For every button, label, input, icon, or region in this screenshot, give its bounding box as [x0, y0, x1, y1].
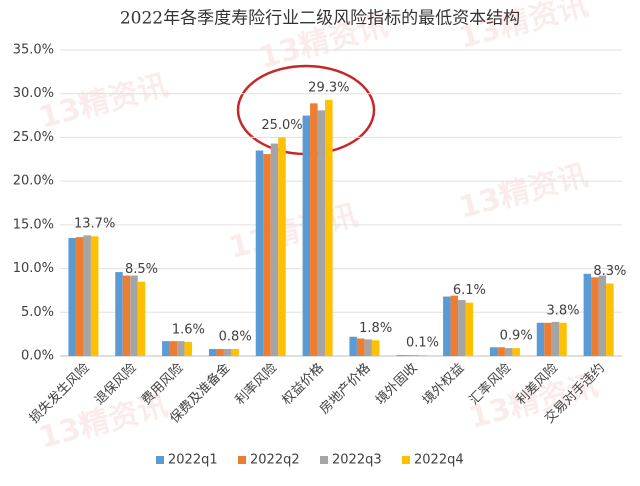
- bar: [591, 277, 599, 356]
- x-tick-label: 境外固收: [373, 361, 420, 408]
- data-label: 0.8%: [219, 330, 252, 345]
- legend-label: 2022q4: [414, 453, 464, 468]
- bar: [450, 295, 459, 356]
- data-label: 1.8%: [359, 321, 392, 336]
- bar: [83, 235, 91, 356]
- y-tick-label: 5.0%: [21, 305, 54, 320]
- legend-label: 2022q2: [250, 453, 300, 468]
- x-tick-label: 利率风险: [232, 360, 280, 408]
- bar: [559, 322, 567, 356]
- bar: [583, 273, 592, 356]
- bar: [177, 341, 185, 356]
- bar: [263, 154, 271, 356]
- data-label: 8.3%: [593, 264, 626, 279]
- data-label: 25.0%: [261, 118, 302, 133]
- y-tick-label: 20.0%: [13, 174, 54, 189]
- y-tick-label: 35.0%: [13, 43, 54, 58]
- legend-label: 2022q1: [168, 453, 218, 468]
- bar: [536, 322, 545, 356]
- bar: [443, 296, 451, 356]
- data-label: 0.9%: [500, 329, 533, 344]
- bar: [411, 355, 419, 356]
- x-tick-label: 境外权益: [419, 360, 467, 408]
- bar: [356, 338, 365, 356]
- data-label: 13.7%: [74, 217, 115, 232]
- bar: [75, 237, 84, 356]
- bar: [606, 283, 614, 356]
- y-tick-label: 30.0%: [13, 86, 54, 101]
- bar: [122, 275, 131, 356]
- bar: [162, 341, 170, 356]
- bar: [403, 355, 412, 356]
- bar: [223, 349, 232, 356]
- bar: [184, 342, 193, 356]
- bar: [310, 103, 318, 357]
- bar: [68, 237, 76, 356]
- bar: [465, 302, 474, 356]
- legend-swatch: [320, 456, 328, 464]
- data-label: 8.5%: [125, 262, 158, 277]
- bar: [317, 110, 326, 356]
- bar: [302, 115, 311, 356]
- bar: [544, 322, 552, 356]
- bar: [349, 336, 357, 356]
- watermark: 13精资讯: [35, 68, 171, 136]
- x-tick-label: 权益价格: [279, 360, 327, 408]
- data-label: 1.6%: [172, 323, 205, 338]
- legend-swatch: [156, 456, 164, 464]
- bar: [115, 272, 123, 356]
- bar: [90, 236, 99, 356]
- y-tick-label: 15.0%: [13, 217, 54, 232]
- y-tick-label: 10.0%: [13, 261, 54, 276]
- watermark: 13精资讯: [225, 198, 361, 266]
- y-tick-label: 0.0%: [21, 349, 54, 364]
- x-tick-label: 房地产价格: [316, 360, 373, 417]
- bar: [137, 281, 146, 356]
- data-label: 6.1%: [453, 283, 486, 298]
- watermark: 13精资讯: [455, 158, 591, 226]
- data-label: 29.3%: [308, 80, 349, 95]
- bar: [208, 349, 217, 356]
- bar: [371, 340, 380, 356]
- chart-title: 2022年各季度寿险行业二级风险指标的最低资本结构: [120, 9, 520, 29]
- bar: [598, 275, 607, 356]
- bar: [458, 300, 466, 356]
- data-label: 3.8%: [546, 303, 579, 318]
- bar: [396, 355, 404, 356]
- bar: [325, 99, 333, 356]
- legend-swatch: [238, 456, 246, 464]
- bar: [169, 341, 178, 356]
- bar: [504, 348, 513, 356]
- legend-label: 2022q3: [332, 453, 382, 468]
- bar: [418, 355, 427, 356]
- bar: [278, 137, 286, 356]
- bar: [364, 339, 372, 356]
- bar: [489, 347, 498, 356]
- bar: [216, 349, 224, 356]
- bar: [551, 321, 560, 356]
- bar: [497, 347, 505, 356]
- bar: [231, 349, 239, 356]
- bar: [512, 348, 520, 356]
- legend-swatch: [402, 456, 410, 464]
- y-tick-label: 25.0%: [13, 130, 54, 145]
- data-label: 0.1%: [406, 336, 439, 351]
- bar: [270, 143, 279, 356]
- bar: [130, 275, 138, 356]
- bar: [255, 150, 264, 356]
